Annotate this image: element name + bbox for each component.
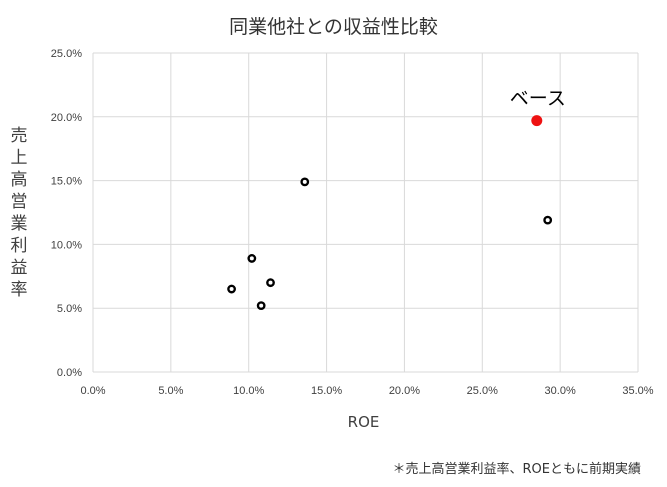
footnote: ＊売上高営業利益率、ROEともに前期実績 (392, 462, 641, 477)
x-tick-label: 15.0% (311, 385, 342, 397)
highlight-point (531, 115, 543, 127)
chart-title: 同業他社との収益性比較 (229, 16, 438, 38)
x-tick-label: 20.0% (389, 385, 420, 397)
data-point (247, 254, 257, 263)
point-annotation: ベース (510, 88, 566, 110)
y-tick-label: 25.0% (51, 48, 82, 60)
data-point (227, 284, 236, 294)
x-tick-label: 25.0% (467, 385, 498, 397)
y-tick-label: 15.0% (51, 176, 82, 188)
y-tick-label: 0.0% (57, 367, 82, 379)
y-tick-label: 10.0% (51, 239, 82, 251)
data-point (543, 215, 553, 225)
y-tick-label: 20.0% (51, 112, 82, 124)
data-point (266, 278, 275, 288)
x-axis-label: ROE (347, 413, 380, 431)
data-point (300, 177, 310, 187)
x-tick-label: 0.0% (80, 385, 105, 397)
data-point (256, 301, 266, 311)
y-tick-label: 5.0% (57, 303, 82, 315)
y-axis-label: 売上高営業利益率 (10, 126, 28, 300)
x-tick-label: 10.0% (233, 385, 264, 397)
x-tick-label: 30.0% (545, 385, 576, 397)
x-tick-label: 5.0% (158, 385, 183, 397)
x-tick-label: 35.0% (622, 385, 653, 397)
